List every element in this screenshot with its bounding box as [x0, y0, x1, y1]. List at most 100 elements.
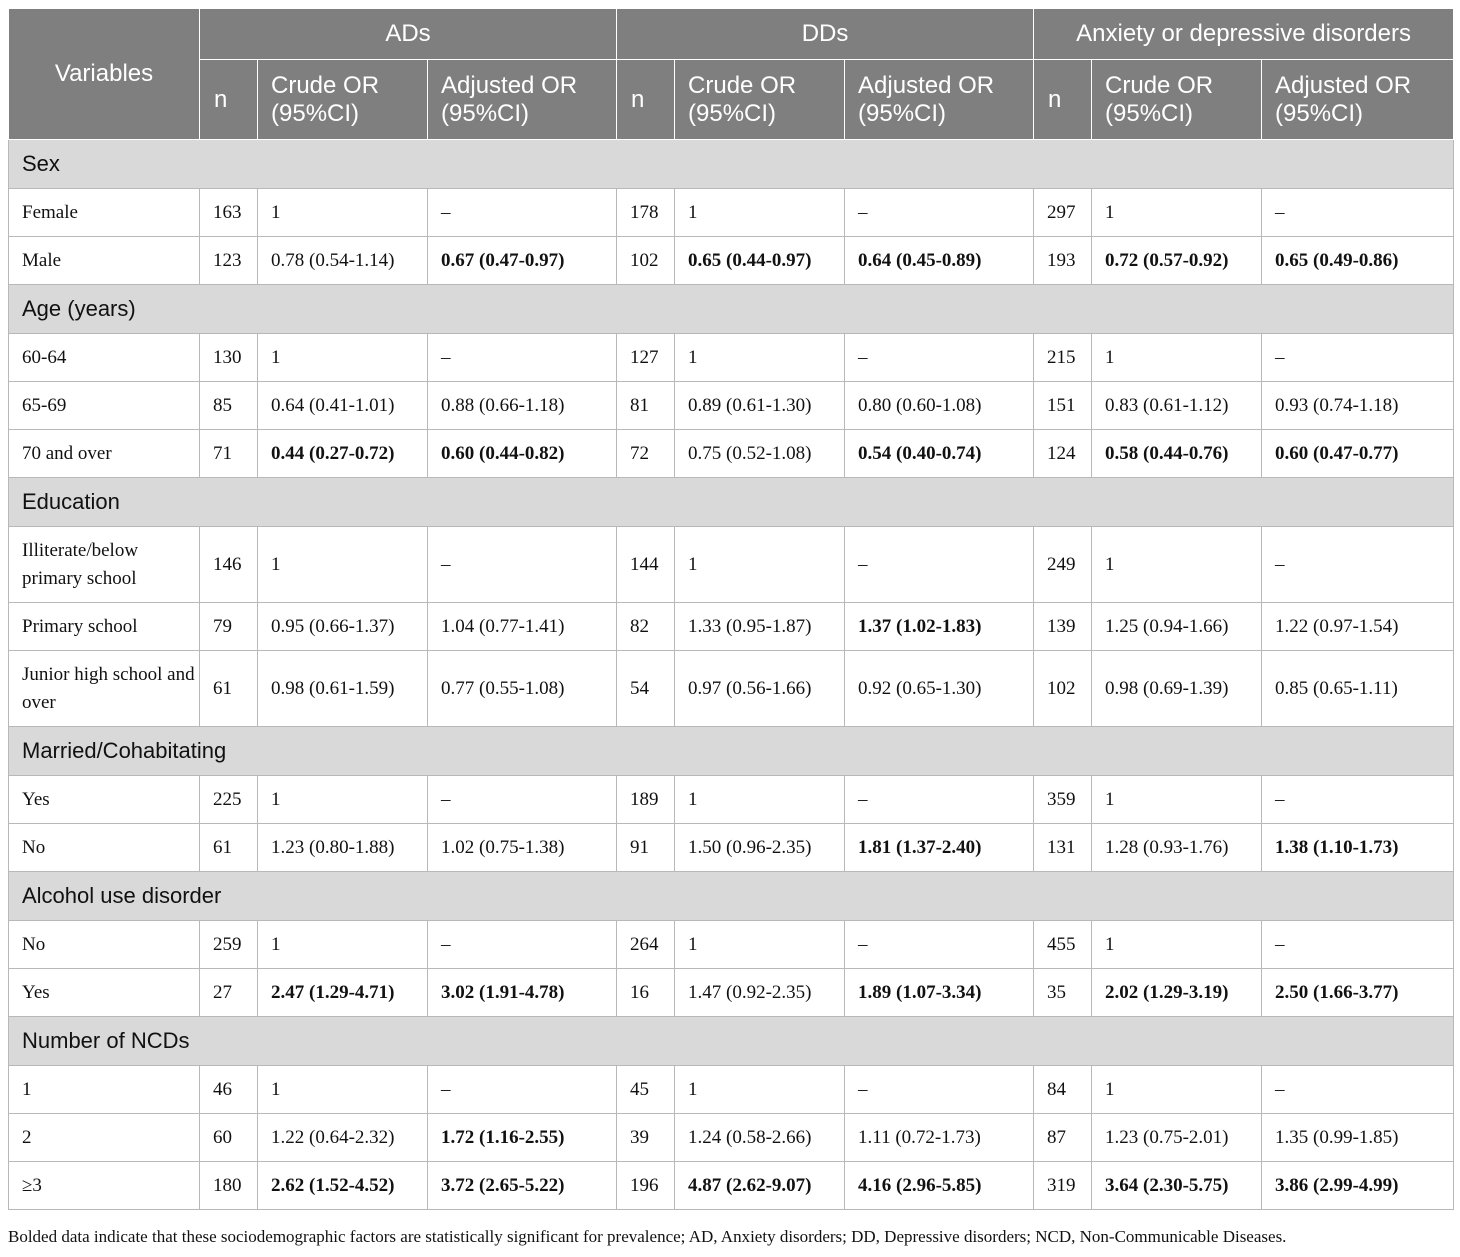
table-row: 70 and over 71 0.44 (0.27-0.72) 0.60 (0.44-…: [8, 429, 1455, 478]
cell-n: 319: [1033, 1161, 1093, 1210]
cell-n: 46: [199, 1065, 258, 1114]
cell-n: 225: [199, 775, 258, 824]
header-group-anxiety-or-depressive: Anxiety or depressive disorders: [1033, 8, 1455, 60]
row-label: Junior high school and over: [8, 650, 200, 727]
header-n: n: [199, 59, 258, 140]
cell-crude-or: 1.23 (0.80-1.88): [257, 823, 428, 872]
cell-n: 54: [616, 650, 676, 727]
cell-crude-or: 1.33 (0.95-1.87): [674, 602, 846, 651]
cell-crude-or: 1.24 (0.58-2.66): [674, 1113, 846, 1162]
cell-adjusted-or: 2.50 (1.66-3.77): [1261, 968, 1455, 1017]
row-label: No: [8, 823, 200, 872]
cell-n: 130: [199, 333, 258, 382]
table-row: 60-64 130 1–127 1–215 1–: [8, 333, 1455, 382]
cell-n: 84: [1033, 1065, 1093, 1114]
cell-crude-or: 3.64 (2.30-5.75): [1091, 1161, 1263, 1210]
cell-adjusted-or: –: [844, 526, 1035, 603]
cell-crude-or: 2.02 (1.29-3.19): [1091, 968, 1263, 1017]
cell-adjusted-or: –: [426, 526, 618, 603]
cell-n: 45: [616, 1065, 676, 1114]
cell-n: 178: [616, 188, 676, 237]
cell-crude-or: 1: [674, 1065, 846, 1114]
cell-adjusted-or: 1.04 (0.77-1.41): [426, 602, 618, 651]
cell-crude-or: 1: [1091, 775, 1263, 824]
cell-crude-or: 1: [674, 333, 846, 382]
cell-adjusted-or: –: [844, 1065, 1035, 1114]
cell-n: 60: [199, 1113, 258, 1162]
cell-adjusted-or: –: [426, 333, 618, 382]
table-header: Variables ADs DDs Anxiety or depressive …: [8, 8, 1455, 140]
cell-crude-or: 1.23 (0.75-2.01): [1091, 1113, 1263, 1162]
cell-crude-or: 1.25 (0.94-1.66): [1091, 602, 1263, 651]
cell-crude-or: 1: [257, 333, 428, 382]
cell-crude-or: 0.78 (0.54-1.14): [257, 236, 428, 285]
cell-crude-or: 1: [257, 1065, 428, 1114]
cell-adjusted-or: 0.80 (0.60-1.08): [844, 381, 1035, 430]
row-label: Yes: [8, 775, 200, 824]
cell-crude-or: 1: [1091, 333, 1263, 382]
row-label: Yes: [8, 968, 200, 1017]
table-row: No 259 1–264 1–455 1–: [8, 920, 1455, 969]
table-row: Yes 27 2.47 (1.29-4.71) 3.02 (1.91-4.78) 16 1…: [8, 968, 1455, 1017]
table-row: Junior high school and over 61 0.98 (0.61-…: [8, 650, 1455, 727]
table-row: Primary school 79 0.95 (0.66-1.37) 1.04 (0.…: [8, 602, 1455, 651]
section-title: Married/Cohabitating: [7, 726, 1455, 776]
cell-n: 87: [1033, 1113, 1093, 1162]
cell-crude-or: 0.89 (0.61-1.30): [674, 381, 846, 430]
cell-crude-or: 1: [257, 775, 428, 824]
cell-n: 249: [1033, 526, 1093, 603]
cell-n: 71: [199, 429, 258, 478]
cell-n: 61: [199, 823, 258, 872]
table-row: No 61 1.23 (0.80-1.88) 1.02 (0.75-1.38) 91 1.…: [8, 823, 1455, 872]
cell-adjusted-or: –: [1261, 775, 1455, 824]
cell-crude-or: 4.87 (2.62-9.07): [674, 1161, 846, 1210]
cell-adjusted-or: –: [426, 920, 618, 969]
cell-adjusted-or: 0.77 (0.55-1.08): [426, 650, 618, 727]
header-crude-or: Crude OR (95%CI): [674, 59, 846, 140]
cell-adjusted-or: –: [1261, 188, 1455, 237]
section-row: Alcohol use disorder: [7, 871, 1455, 921]
cell-crude-or: 2.62 (1.52-4.52): [257, 1161, 428, 1210]
cell-crude-or: 1: [257, 188, 428, 237]
cell-crude-or: 1.22 (0.64-2.32): [257, 1113, 428, 1162]
table-row: Yes 225 1–189 1–359 1–: [8, 775, 1455, 824]
cell-adjusted-or: 0.54 (0.40-0.74): [844, 429, 1035, 478]
cell-adjusted-or: 0.65 (0.49-0.86): [1261, 236, 1455, 285]
header-adjusted-or: Adjusted OR (95%CI): [426, 59, 618, 140]
header-group-ads: ADs: [198, 8, 618, 60]
header-group-dds: DDs: [616, 8, 1035, 60]
header-variables: Variables: [8, 8, 200, 140]
row-label: 2: [8, 1113, 200, 1162]
cell-adjusted-or: 0.67 (0.47-0.97): [426, 236, 618, 285]
cell-n: 259: [199, 920, 258, 969]
cell-n: 180: [199, 1161, 258, 1210]
cell-crude-or: 1.47 (0.92-2.35): [674, 968, 846, 1017]
cell-n: 193: [1033, 236, 1093, 285]
cell-n: 146: [199, 526, 258, 603]
cell-n: 124: [1033, 429, 1093, 478]
table-body: Sex Female 163 1–178 1–297 1– Male 123 0.78 (0.5…: [7, 139, 1455, 1210]
cell-adjusted-or: 1.89 (1.07-3.34): [844, 968, 1035, 1017]
section-title: Sex: [7, 139, 1455, 189]
cell-n: 151: [1033, 381, 1093, 430]
cell-crude-or: 1: [674, 920, 846, 969]
cell-crude-or: 1: [257, 920, 428, 969]
cell-adjusted-or: –: [426, 1065, 618, 1114]
cell-crude-or: 1: [1091, 1065, 1263, 1114]
cell-adjusted-or: 4.16 (2.96-5.85): [844, 1161, 1035, 1210]
row-label: Female: [8, 188, 200, 237]
table-footnote: Bolded data indicate that these sociodem…: [8, 1227, 1287, 1246]
section-row: Age (years): [7, 284, 1455, 334]
section-row: Number of NCDs: [7, 1016, 1455, 1066]
header-adjusted-or: Adjusted OR (95%CI): [1261, 59, 1455, 140]
cell-crude-or: 0.98 (0.61-1.59): [257, 650, 428, 727]
cell-n: 215: [1033, 333, 1093, 382]
cell-crude-or: 1: [1091, 526, 1263, 603]
cell-n: 81: [616, 381, 676, 430]
cell-adjusted-or: –: [426, 188, 618, 237]
cell-crude-or: 0.64 (0.41-1.01): [257, 381, 428, 430]
cell-n: 35: [1033, 968, 1093, 1017]
table-row: 65-69 85 0.64 (0.41-1.01) 0.88 (0.66-1.18) 8…: [8, 381, 1455, 430]
cell-adjusted-or: 1.72 (1.16-2.55): [426, 1113, 618, 1162]
row-label: No: [8, 920, 200, 969]
